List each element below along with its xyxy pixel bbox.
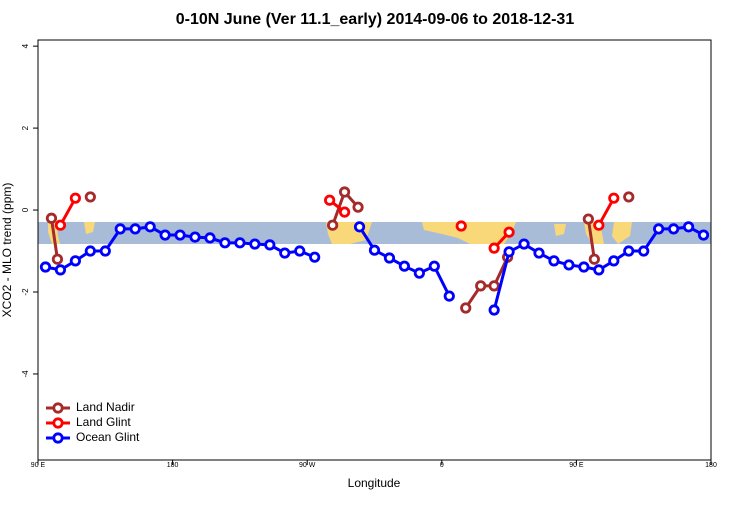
point [144,221,156,233]
point [353,221,366,233]
legend-label: Ocean Glint [76,430,140,444]
point [84,245,96,257]
point [99,245,111,257]
point [533,247,545,259]
y-tick-label: -2 [21,288,30,296]
point [264,239,276,251]
point [697,229,710,241]
point [668,223,680,235]
y-axis-label: XCO2 - MLO trend (ppm) [0,183,14,318]
point [324,194,336,206]
y-tick-label: 4 [21,43,30,48]
point [114,223,126,235]
x-tick-label: 0 [440,462,444,469]
point [39,261,52,273]
point [578,261,590,273]
point [368,244,381,256]
point [45,212,58,224]
point [460,302,472,314]
point [249,238,261,250]
x-tick-label: 90 W [299,462,316,469]
point [338,186,351,198]
legend-label: Land Glint [76,415,131,429]
point [383,252,396,264]
point [189,231,201,243]
point [488,304,500,316]
point [352,201,364,213]
land [612,222,632,244]
legend-label: Land Nadir [76,400,135,414]
point [582,213,594,225]
point [219,237,231,249]
point [623,245,635,257]
x-tick-label: 180 [705,462,717,469]
point [51,253,64,265]
point [593,219,605,231]
point [69,192,81,204]
point [69,255,81,267]
point [503,246,515,258]
point [309,251,321,263]
point [488,280,500,292]
point [413,267,425,279]
point [488,242,500,254]
y-tick-label: 2 [21,125,30,130]
point [608,255,620,267]
series-line [59,197,616,250]
point [338,206,351,218]
x-tick-label: 90 E [569,462,584,469]
chart-title: 0-10N June (Ver 11.1_early) 2014-09-06 t… [176,11,575,28]
x-axis-label: Longitude [348,476,401,490]
point [638,245,650,257]
legend-marker [52,417,64,429]
point [174,229,186,241]
legend-marker [52,402,64,414]
point [84,191,96,203]
point [548,255,560,267]
point [294,245,306,257]
land [422,222,516,244]
legend-marker [52,432,64,444]
point [563,259,575,271]
point [204,232,216,244]
point [398,260,411,272]
point [623,191,635,203]
x-tick-label: 90 E [31,462,46,469]
point [593,264,605,276]
point [279,247,291,259]
point [443,290,455,302]
point [327,219,339,231]
point [588,253,600,265]
point [54,264,67,276]
point [54,219,67,231]
y-tick-label: -4 [21,370,30,378]
point [682,221,695,233]
point [159,229,171,241]
point [475,280,487,292]
point [234,237,246,249]
point [455,220,467,232]
plot-frame [37,39,712,461]
point [608,192,620,204]
land [554,224,566,236]
y-tick-label: 0 [21,207,30,212]
point [428,260,440,272]
point [129,223,141,235]
land [48,222,60,244]
point [653,223,665,235]
land [84,222,95,234]
point [518,238,530,250]
x-tick-label: 180 [167,462,179,469]
point [503,226,515,238]
